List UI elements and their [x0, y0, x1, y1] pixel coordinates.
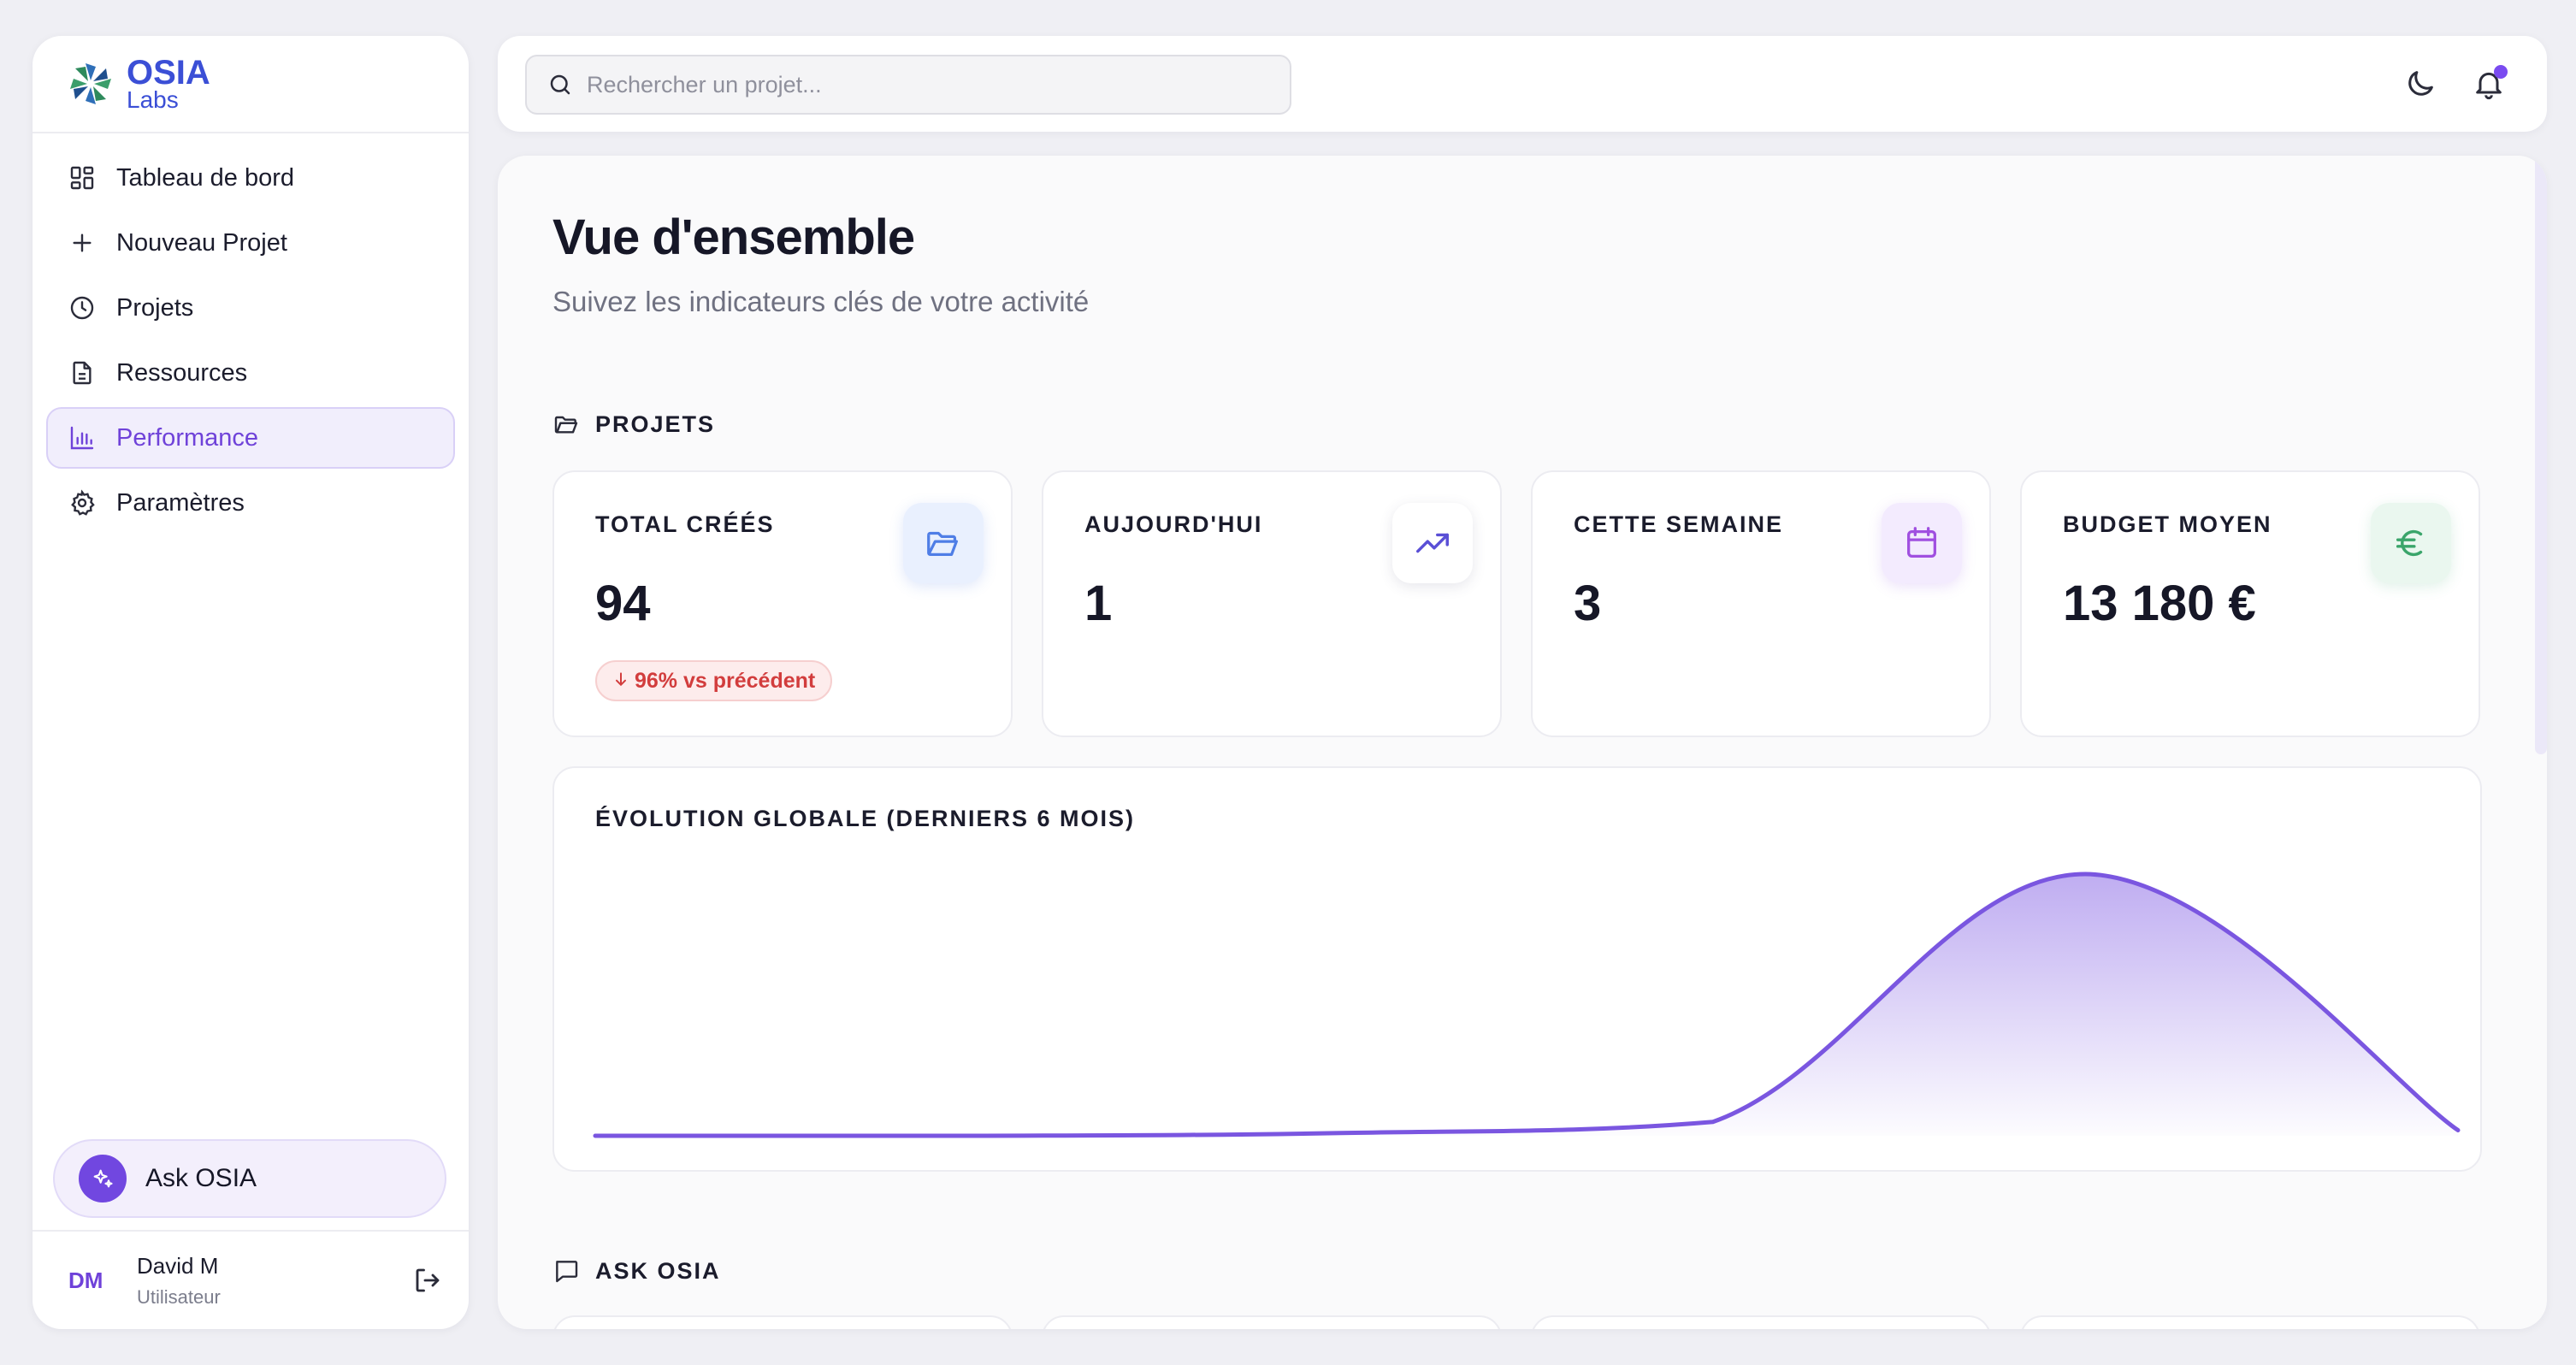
area-chart	[593, 872, 2461, 1138]
chart-evolution-globale: ÉVOLUTION GLOBALE (DERNIERS 6 MOIS)	[552, 766, 2482, 1172]
arrow-down-icon	[612, 669, 629, 694]
sidebar-item-label: Ressources	[116, 358, 248, 387]
logo[interactable]: OSIA Labs	[32, 36, 469, 133]
kpi-value: 1	[1084, 576, 1113, 631]
section-ask-osia-label: ASK OSIA	[595, 1257, 721, 1284]
kpi-label: BUDGET MOYEN	[2063, 511, 2272, 537]
ask-card[interactable]	[1042, 1315, 1502, 1329]
kpi-value: 13 180 €	[2063, 576, 2256, 631]
main-content: Vue d'ensemble Suivez les indicateurs cl…	[498, 156, 2547, 1329]
kpi-value: 94	[595, 576, 651, 631]
search-icon	[547, 72, 573, 98]
chart-area-fill	[595, 874, 2458, 1136]
document-icon	[68, 359, 96, 387]
gear-icon	[68, 489, 96, 517]
kpi-card-budget-moyen: BUDGET MOYEN 13 180 €	[2020, 470, 2480, 737]
sidebar-item-nouveau-projet[interactable]: Nouveau Projet	[46, 212, 455, 274]
user-name: David M	[137, 1252, 219, 1279]
ask-card[interactable]	[2020, 1315, 2480, 1329]
bar-chart-icon	[68, 424, 96, 452]
user-role: Utilisateur	[137, 1285, 221, 1308]
sidebar: OSIA Labs Tableau de bord Nouveau Projet…	[32, 36, 469, 1329]
scrollbar[interactable]	[2535, 156, 2547, 754]
user-profile: DM David M Utilisateur	[32, 1230, 469, 1329]
ask-osia-label: Ask OSIA	[145, 1164, 257, 1192]
trending-up-icon	[1392, 503, 1473, 583]
ask-card[interactable]	[552, 1315, 1013, 1329]
folder-open-icon	[903, 503, 984, 583]
sidebar-item-label: Performance	[116, 423, 259, 452]
plus-icon	[68, 229, 96, 257]
page-title: Vue d'ensemble	[552, 210, 915, 265]
top-bar	[498, 36, 2547, 132]
sidebar-item-ressources[interactable]: Ressources	[46, 342, 455, 404]
kpi-label: TOTAL CRÉÉS	[595, 511, 775, 537]
sidebar-item-label: Nouveau Projet	[116, 228, 287, 257]
notification-dot	[2494, 65, 2508, 79]
chart-series-line	[593, 872, 2461, 1138]
section-projets-label: PROJETS	[595, 411, 716, 437]
search-input[interactable]	[587, 71, 1288, 98]
sidebar-item-tableau-de-bord[interactable]: Tableau de bord	[46, 147, 455, 209]
kpi-card-aujourdhui: AUJOURD'HUI 1	[1042, 470, 1502, 737]
sparkle-icon	[79, 1155, 127, 1202]
kpi-card-total-crees: TOTAL CRÉÉS 94 96% vs précédent	[552, 470, 1013, 737]
section-ask-osia-heading: ASK OSIA	[552, 1257, 721, 1285]
sidebar-item-projets[interactable]: Projets	[46, 277, 455, 339]
chart-title: ÉVOLUTION GLOBALE (DERNIERS 6 MOIS)	[595, 806, 1136, 831]
section-projets-heading: PROJETS	[552, 411, 715, 438]
clock-icon	[68, 294, 96, 322]
logo-sub: Labs	[127, 86, 179, 113]
folder-icon	[552, 411, 580, 438]
sidebar-item-label: Tableau de bord	[116, 163, 294, 192]
calendar-icon	[1882, 503, 1962, 583]
avatar[interactable]: DM	[68, 1267, 103, 1293]
dashboard-grid-icon	[68, 164, 96, 192]
sidebar-item-label: Projets	[116, 293, 194, 322]
page-subtitle: Suivez les indicateurs clés de votre act…	[552, 286, 1090, 317]
sidebar-item-parametres[interactable]: Paramètres	[46, 472, 455, 534]
ask-osia-button[interactable]: Ask OSIA	[53, 1139, 446, 1218]
notification-bell-icon[interactable]	[2472, 65, 2509, 104]
sidebar-item-performance[interactable]: Performance	[46, 407, 455, 469]
logout-icon[interactable]	[412, 1265, 443, 1296]
sidebar-nav: Tableau de bord Nouveau Projet Projets R…	[32, 133, 469, 534]
kpi-label: CETTE SEMAINE	[1574, 511, 1784, 537]
trend-badge-text: 96% vs précédent	[635, 668, 816, 693]
message-icon	[552, 1257, 580, 1285]
dark-mode-moon-icon[interactable]	[2403, 67, 2441, 104]
search-box	[525, 55, 1291, 115]
sidebar-item-label: Paramètres	[116, 488, 245, 517]
kpi-value: 3	[1574, 576, 1602, 631]
kpi-card-cette-semaine: CETTE SEMAINE 3	[1531, 470, 1991, 737]
logo-name: OSIA	[127, 54, 210, 92]
osia-logo-icon	[67, 60, 115, 108]
trend-badge: 96% vs précédent	[595, 660, 833, 701]
ask-card[interactable]	[1531, 1315, 1991, 1329]
euro-icon	[2371, 503, 2451, 583]
kpi-label: AUJOURD'HUI	[1084, 511, 1263, 537]
